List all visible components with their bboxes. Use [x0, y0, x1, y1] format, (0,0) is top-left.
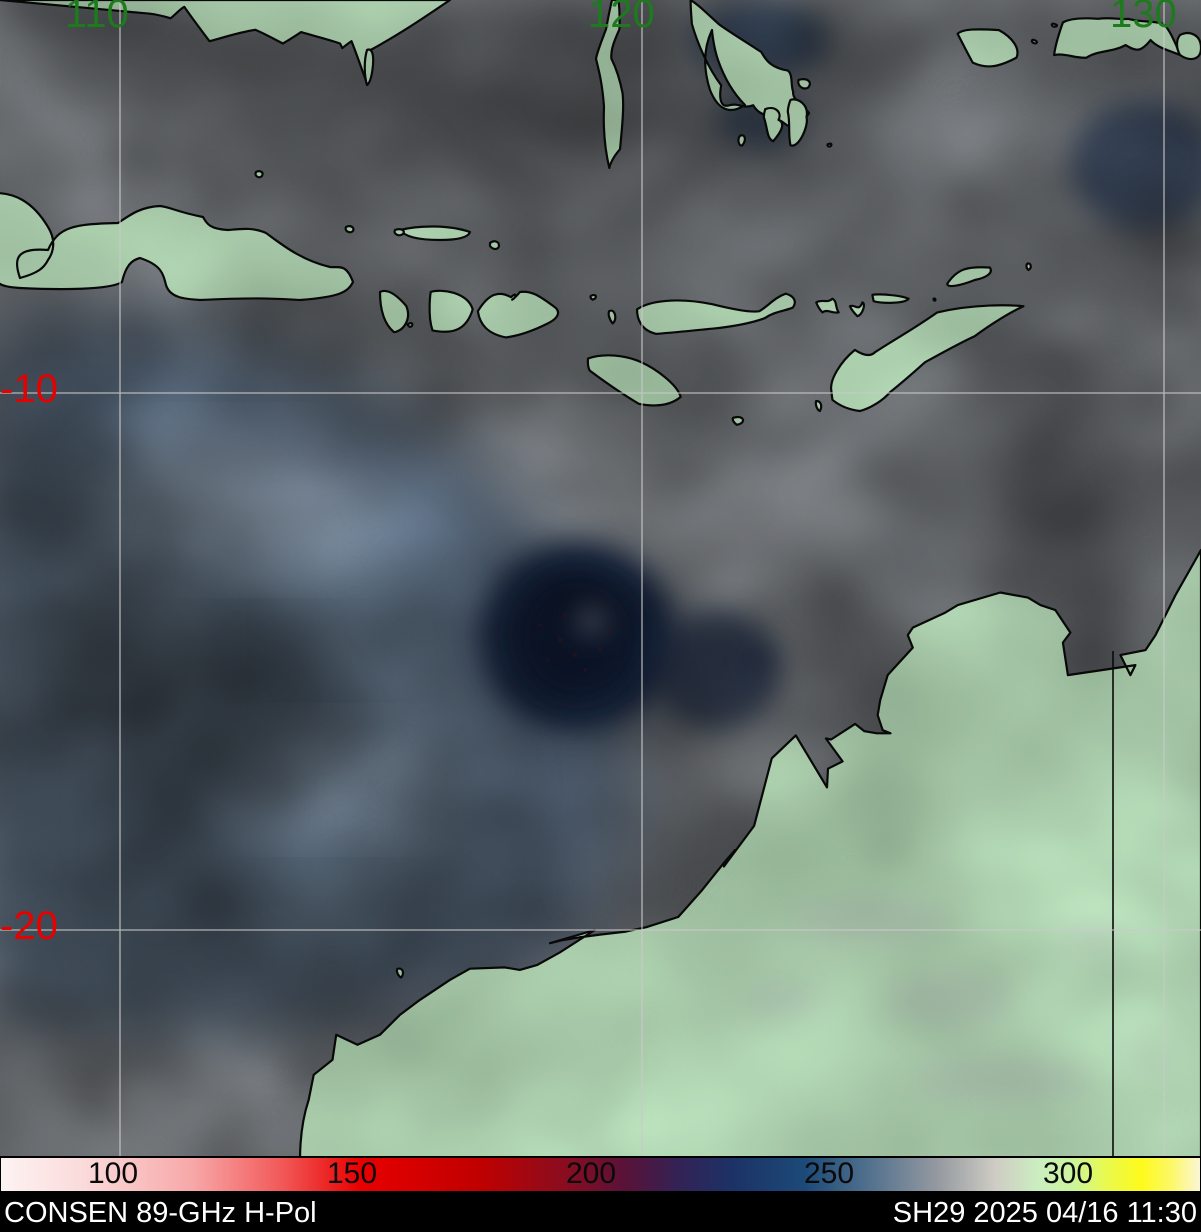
svg-text:-20: -20: [0, 904, 58, 948]
svg-text:120: 120: [588, 0, 655, 36]
svg-text:110: 110: [65, 0, 129, 36]
svg-text:200: 200: [566, 1157, 616, 1190]
svg-text:CONSEN 89-GHz H-Pol: CONSEN 89-GHz H-Pol: [4, 1197, 317, 1229]
svg-text:250: 250: [804, 1157, 854, 1190]
svg-text:300: 300: [1043, 1157, 1093, 1190]
svg-text:150: 150: [327, 1157, 377, 1190]
svg-text:SH29 2025 04/16 11:30: SH29 2025 04/16 11:30: [893, 1197, 1197, 1229]
svg-text:130: 130: [1110, 0, 1177, 36]
svg-text:100: 100: [88, 1157, 138, 1190]
svg-text:-10: -10: [0, 367, 58, 411]
